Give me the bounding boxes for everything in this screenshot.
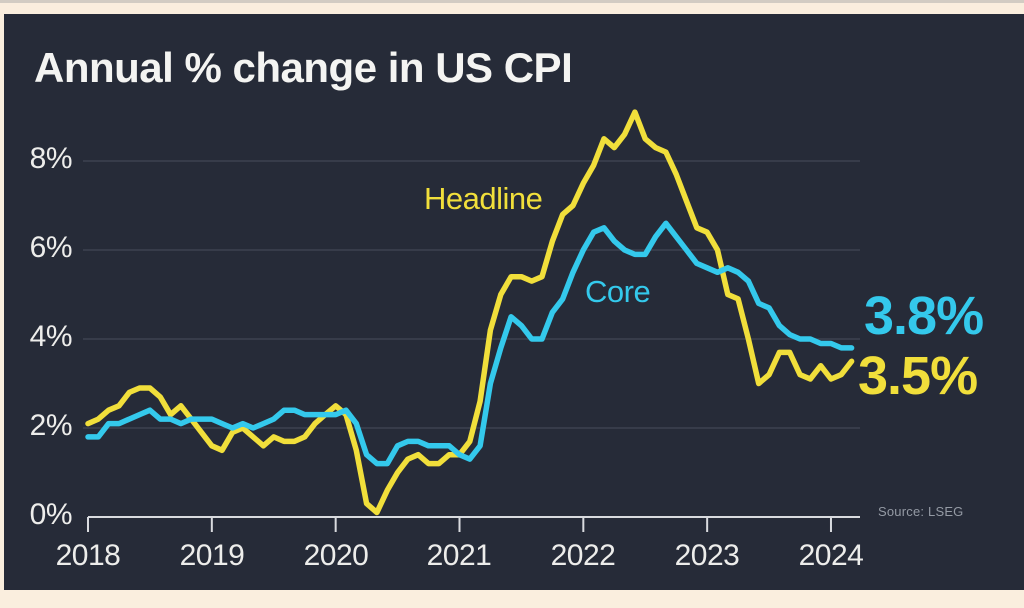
y-axis-label-6pct: 6% bbox=[29, 231, 73, 264]
y-axis-label-8pct: 8% bbox=[29, 142, 73, 175]
core-series-label: Core bbox=[585, 274, 651, 309]
chart-title: Annual % change in US CPI bbox=[34, 44, 573, 91]
x-axis-label-2023: 2023 bbox=[674, 539, 740, 572]
x-axis-label-2018: 2018 bbox=[55, 539, 121, 572]
core-line bbox=[85, 220, 855, 467]
y-axis-label-2pct: 2% bbox=[29, 409, 73, 442]
headline-end-value: 3.5% bbox=[858, 346, 978, 406]
source-label: Source: LSEG bbox=[878, 504, 964, 519]
x-axis-label-2020: 2020 bbox=[303, 539, 369, 572]
x-axis-label-2024: 2024 bbox=[798, 539, 864, 572]
core-end-value: 3.8% bbox=[864, 286, 984, 346]
chart-card bbox=[4, 14, 1024, 590]
x-axis-label-2022: 2022 bbox=[550, 539, 616, 572]
x-axis-label-2021: 2021 bbox=[426, 539, 492, 572]
y-axis-label-0pct: 0% bbox=[29, 498, 73, 531]
x-axis-label-2019: 2019 bbox=[179, 539, 245, 572]
headline-series-label: Headline bbox=[424, 181, 543, 216]
headline-line bbox=[85, 109, 855, 516]
y-axis-label-4pct: 4% bbox=[29, 320, 73, 353]
